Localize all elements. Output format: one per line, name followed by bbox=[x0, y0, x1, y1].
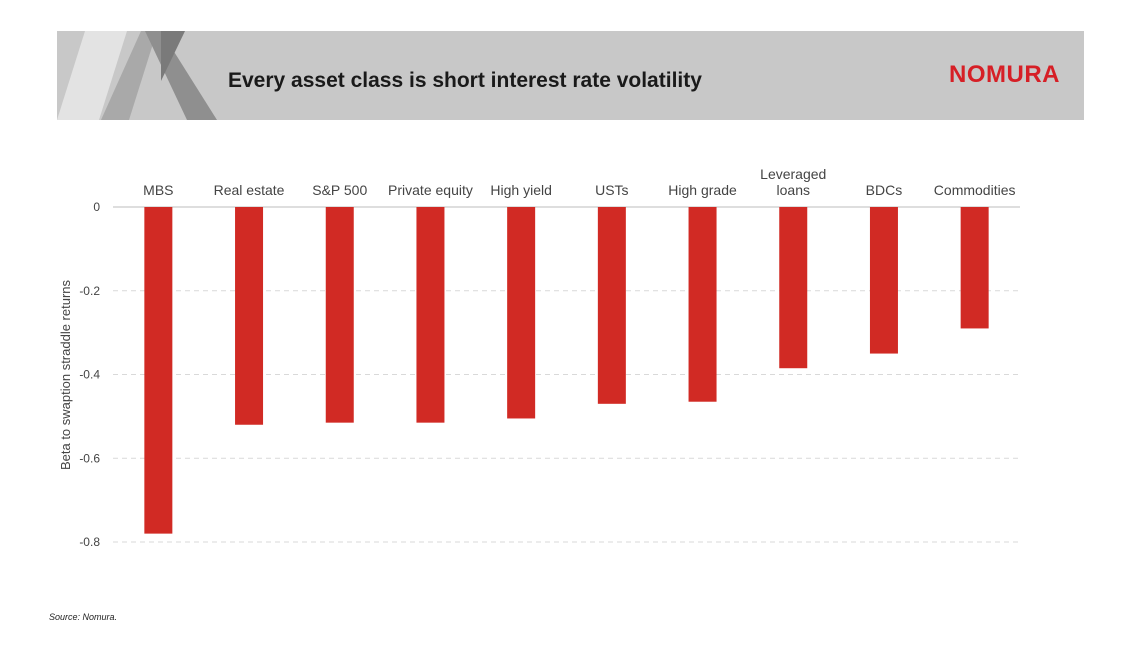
category-label: USTs bbox=[595, 182, 628, 198]
y-axis-label: Beta to swaption straddle returns bbox=[58, 279, 73, 470]
bar bbox=[688, 207, 717, 402]
category-label: Real estate bbox=[214, 182, 285, 198]
bar bbox=[144, 207, 173, 534]
category-label: High yield bbox=[490, 182, 551, 198]
category-label: S&P 500 bbox=[312, 182, 367, 198]
bar bbox=[416, 207, 445, 423]
source-note: Source: Nomura. bbox=[49, 612, 118, 622]
bar bbox=[869, 207, 898, 354]
y-tick-label: -0.6 bbox=[79, 451, 100, 465]
category-label: High grade bbox=[668, 182, 737, 198]
category-label: MBS bbox=[143, 182, 173, 198]
slide-title: Every asset class is short interest rate… bbox=[228, 69, 702, 92]
bar bbox=[597, 207, 626, 404]
category-label: Leveraged loans bbox=[760, 166, 826, 198]
category-label: Commodities bbox=[934, 182, 1016, 198]
y-tick-label: -0.4 bbox=[79, 368, 100, 382]
nomura-logo: NOMURA bbox=[949, 61, 1060, 88]
slide-header: Every asset class is short interest rate… bbox=[57, 31, 1084, 120]
bar bbox=[960, 207, 989, 329]
bar bbox=[779, 207, 808, 369]
y-tick-label: -0.8 bbox=[79, 535, 100, 549]
bar bbox=[507, 207, 536, 419]
bar bbox=[325, 207, 354, 423]
category-label: BDCs bbox=[866, 182, 903, 198]
y-tick-label: 0 bbox=[93, 200, 100, 214]
header-stripes-decoration bbox=[57, 31, 217, 120]
y-tick-label: -0.2 bbox=[79, 284, 100, 298]
category-label: Private equity bbox=[388, 182, 473, 198]
bar bbox=[235, 207, 264, 425]
